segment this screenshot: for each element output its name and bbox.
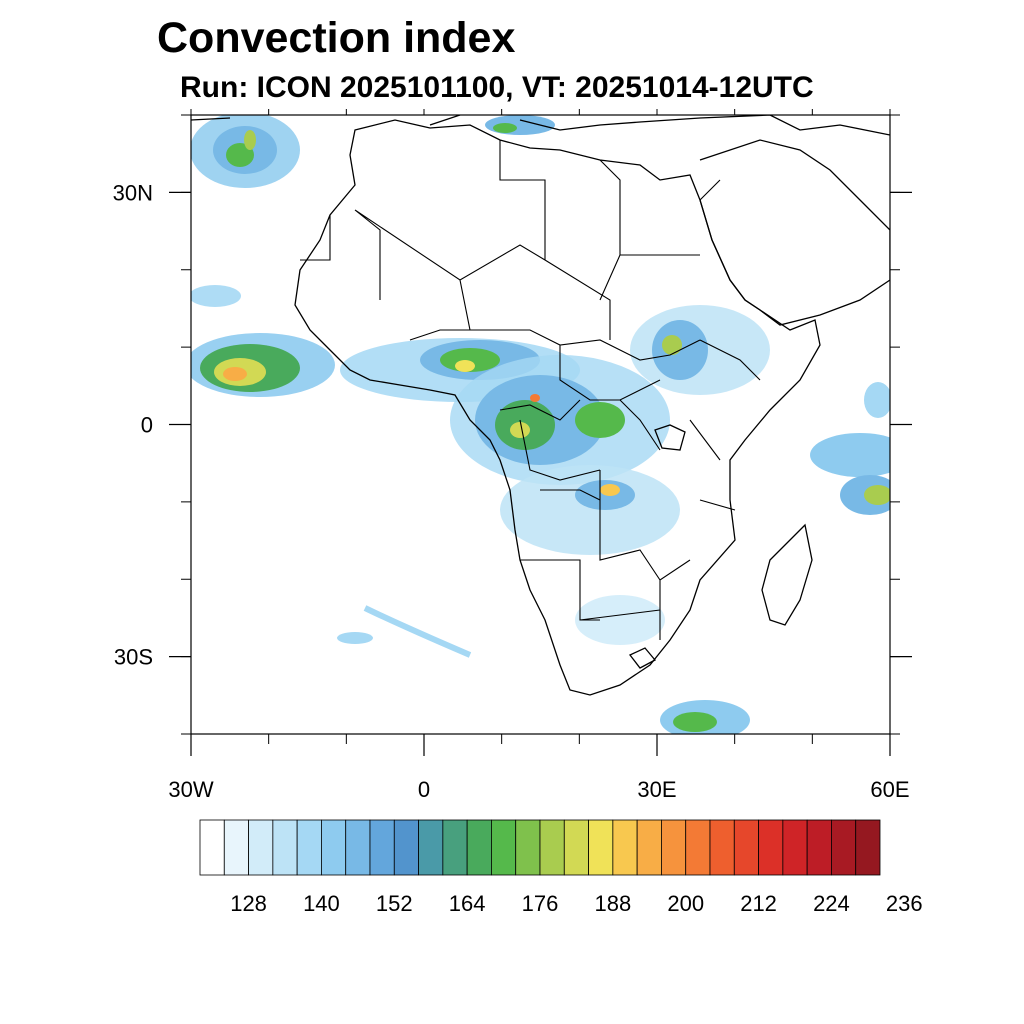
convection-field (191, 115, 890, 734)
colorbar-swatch (685, 819, 711, 876)
colorbar-label: 152 (376, 891, 413, 916)
arabia-coastline (699, 139, 890, 326)
convection-blob-east-africa (630, 305, 770, 395)
colorbar-swatch (806, 819, 832, 876)
colorbar-label: 176 (522, 891, 559, 916)
lon-tick-label: 0 (418, 777, 430, 802)
lon-tick-label: 30E (637, 777, 676, 802)
madagascar-coastline (761, 523, 813, 626)
colorbar-swatch (831, 819, 857, 876)
convection-blob-southern-ocean (660, 700, 750, 734)
convection-blob-mediterranean (485, 115, 555, 135)
colorbar-swatch (369, 819, 395, 876)
border-lines-south (520, 470, 736, 640)
lat-tick-label: 0 (141, 413, 153, 438)
lesotho-border (628, 647, 657, 669)
colorbar-swatch (539, 819, 565, 876)
colorbar-swatch (588, 819, 614, 876)
colorbar-label: 200 (667, 891, 704, 916)
colorbar-swatch (248, 819, 274, 876)
coastlines (191, 115, 890, 696)
africa-coastline (294, 119, 821, 696)
lake-victoria (654, 424, 686, 451)
map-title: Convection index (157, 14, 516, 62)
colorbar-label: 236 (886, 891, 923, 916)
convection-blob-southern-africa (575, 595, 665, 645)
colorbar-swatch (612, 819, 638, 876)
colorbar-label: 212 (740, 891, 777, 916)
convection-streak-south-atlantic (337, 605, 472, 658)
colorbar-label: 188 (594, 891, 631, 916)
convection-blob-south-central (500, 465, 680, 555)
colorbar-swatch (223, 819, 249, 876)
colorbar-label: 164 (449, 891, 486, 916)
colorbar-swatch (321, 819, 347, 876)
colorbar-swatch (199, 819, 225, 876)
colorbar-swatch (466, 819, 492, 876)
convection-blob-indian-ocean (810, 382, 890, 515)
country-borders (300, 140, 761, 640)
colorbar-swatch (272, 819, 298, 876)
colorbar-swatch (442, 819, 468, 876)
colorbar-swatch (393, 819, 419, 876)
lat-tick-label: 30N (113, 180, 153, 205)
colorbar-swatch (758, 819, 784, 876)
convection-blob-atlantic-nw (191, 115, 300, 188)
lat-tick-label: 30S (114, 645, 153, 670)
colorbar-label: 224 (813, 891, 850, 916)
europe-coastline (191, 115, 890, 136)
convection-blob-west-atlantic (191, 333, 335, 397)
colorbar-swatch (345, 819, 371, 876)
colorbar: 128 140 152 164 176 188 200 212 224 236 (199, 819, 923, 916)
colorbar-swatch (855, 819, 881, 876)
lon-tick-label: 60E (870, 777, 909, 802)
border-lines-central (409, 329, 761, 481)
map-subtitle: Run: ICON 2025101100, VT: 20251014-12UTC (180, 71, 814, 104)
lon-tick-label: 30W (168, 777, 213, 802)
colorbar-swatch (563, 819, 589, 876)
border-lines-north (300, 140, 721, 340)
colorbar-swatch (661, 819, 687, 876)
colorbar-swatch (491, 819, 517, 876)
colorbar-swatch (515, 819, 541, 876)
colorbar-swatch (733, 819, 759, 876)
colorbar-swatch (709, 819, 735, 876)
colorbar-swatch (636, 819, 662, 876)
colorbar-swatch (296, 819, 322, 876)
colorbar-swatch (782, 819, 808, 876)
colorbar-label: 128 (230, 891, 267, 916)
colorbar-label: 140 (303, 891, 340, 916)
map-axes: 30W 0 30E 60E 30N 0 30S (113, 109, 912, 802)
colorbar-swatch (418, 819, 444, 876)
convection-blob-atlantic-mid (191, 285, 241, 307)
